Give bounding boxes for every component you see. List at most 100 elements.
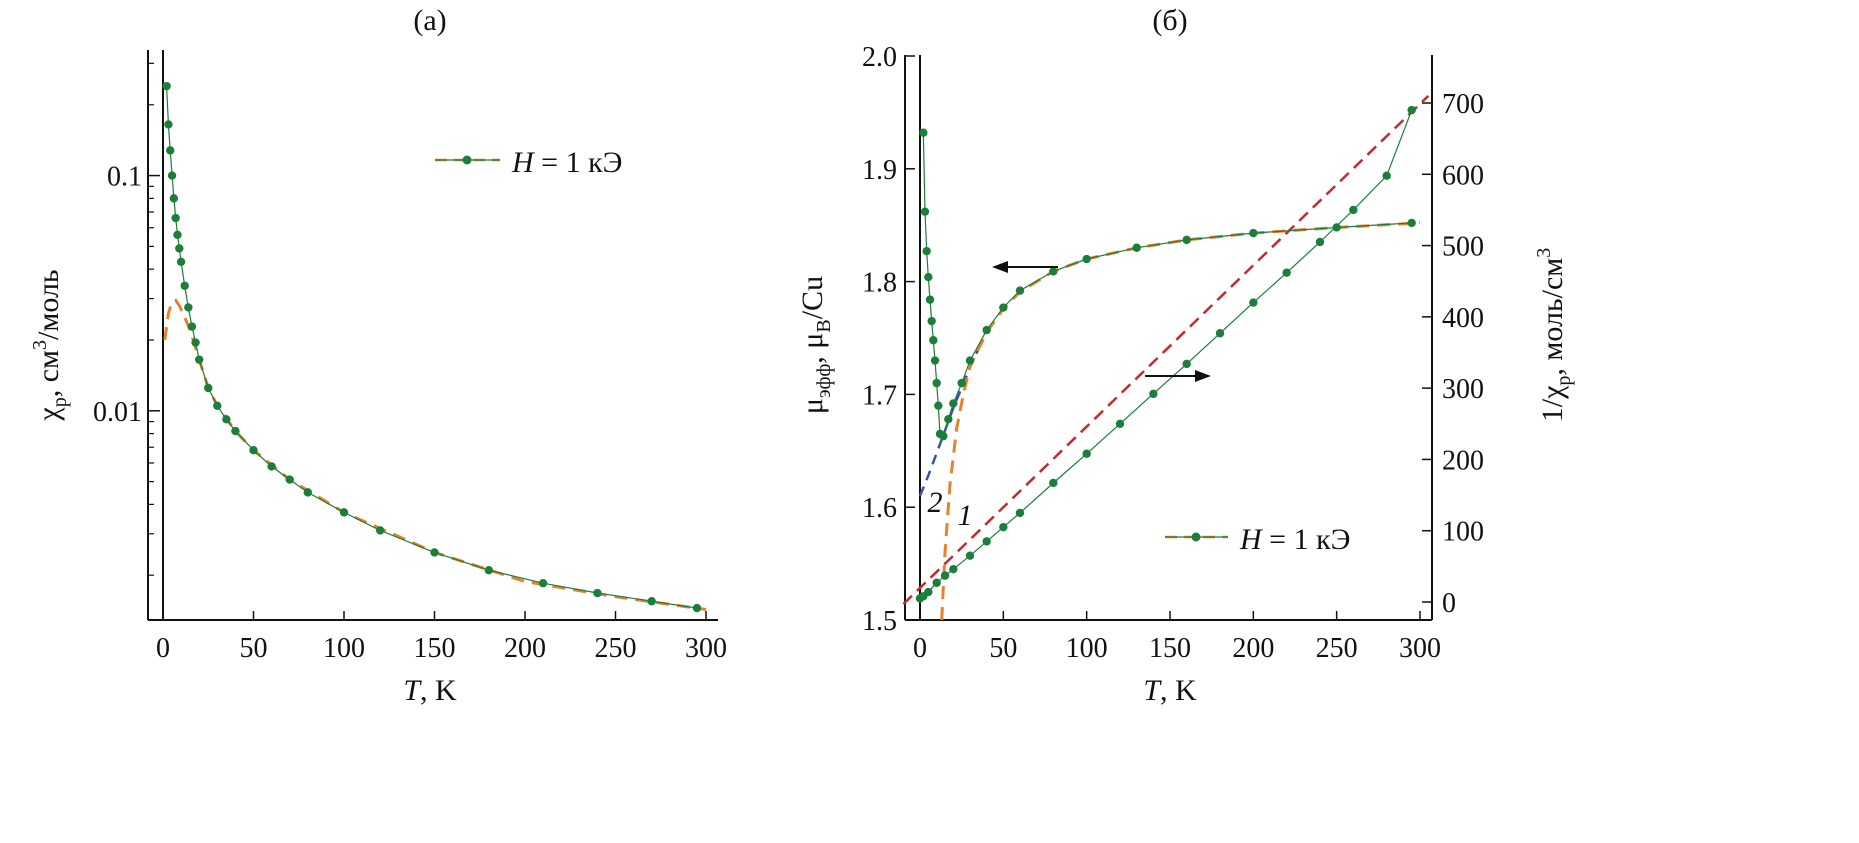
panel-b-inverse-chi-point — [924, 587, 933, 597]
panel-a-y-tick-label: 0.1 — [107, 162, 142, 193]
panel-b-mu-line — [922, 132, 1412, 438]
panel-b-inverse-chi-point — [940, 571, 950, 580]
panel-a-data-point — [195, 355, 204, 364]
panel-b-mu-point — [1015, 286, 1025, 295]
panel-a-x-tick-label: 250 — [595, 633, 637, 664]
panel-b-mu-point — [919, 128, 928, 137]
panel-b-mu-point — [999, 303, 1008, 312]
panel-b-mu-point — [1332, 223, 1341, 232]
panel-b-mu-point — [982, 325, 991, 335]
panel-b-inverse-chi-point — [1282, 268, 1291, 277]
panel-a-data-point — [180, 281, 189, 290]
panel-a-data-point — [167, 171, 177, 180]
panel-b-y-right-tick-label: 100 — [1442, 517, 1484, 548]
panel-a-y-tick-label: 0.01 — [93, 397, 142, 428]
panel-b-inverse-chi-point — [1249, 298, 1258, 307]
panel-a-ylabel: χp, см3/моль — [29, 269, 71, 421]
panel-b-ylabel-left: μэфф, μB/Cu — [796, 276, 835, 414]
panel-b-legend-text: H = 1 кЭ — [1239, 523, 1350, 556]
panel-a-legend: H = 1 кЭ — [435, 146, 622, 179]
panel-b-mu-point — [1407, 218, 1416, 228]
panel-a-legend-text: H = 1 кЭ — [511, 146, 622, 179]
panel-a-x-tick-label: 200 — [504, 633, 546, 664]
panel-b-linear-fit — [902, 95, 1430, 605]
panel-b-y-right-tick-label: 300 — [1442, 374, 1484, 405]
panel-a-data-point — [204, 383, 213, 393]
panel-b-mu-point — [930, 356, 940, 365]
panel-b-inverse-chi-point — [999, 522, 1008, 532]
legend-marker-a — [462, 155, 472, 165]
panel-b-inverse-chi-point — [949, 565, 958, 574]
panel-a-data-point — [171, 213, 180, 223]
panel-b-mu-point — [924, 272, 933, 282]
panel-a-data-point — [166, 146, 175, 155]
panel-b-inverse-chi-point — [1015, 508, 1025, 518]
panel-a-data-point — [647, 597, 656, 606]
legend-marker-b — [1191, 532, 1201, 542]
annotation-curve-2: 2 — [928, 486, 943, 519]
panel-b-x-tick-label: 0 — [913, 633, 927, 664]
panel-a-data-point — [692, 603, 702, 613]
panel-b-mu-point — [929, 336, 938, 345]
panel-b-x-tick-label: 100 — [1066, 633, 1108, 664]
panel-a-data-point — [164, 120, 173, 129]
panel-b-mu-point — [925, 295, 935, 304]
panel-b-mu-point — [927, 316, 936, 326]
panel-b-mu-point — [1082, 254, 1091, 264]
panel-b-mu-point — [920, 207, 930, 216]
panel-a-data-point — [267, 462, 276, 471]
panel-b-y-right-tick-label: 0 — [1442, 588, 1456, 619]
panel-a: 0 50 100 150 200 250 300 0.1 0.01 — [93, 50, 727, 664]
panel-b: 0 50 100 150 200 250 300 1.5 1.6 1.7 1.8 1.9 2.0 0 100… — [862, 42, 1484, 664]
panel-b-x-tick-label: 150 — [1149, 633, 1191, 664]
panel-b-inverse-chi-point — [1049, 478, 1058, 488]
panel-b-mu-point — [1182, 235, 1191, 245]
panel-b-fit-1 — [940, 221, 1421, 621]
panel-a-fit-curve — [163, 298, 707, 611]
panel-b-mu-point — [949, 399, 958, 408]
panel-a-data-point — [222, 415, 231, 424]
panel-b-y-left-tick-label: 1.6 — [862, 493, 897, 524]
panel-b-inverse-chi-point — [1182, 359, 1191, 369]
panel-b-y-right-tick-label: 200 — [1442, 445, 1484, 476]
panel-a-data-point — [175, 244, 184, 253]
panel-a-data-point — [173, 230, 182, 240]
panel-a-x-tick-label: 0 — [156, 633, 170, 664]
panel-a-x-tick-label: 100 — [323, 633, 365, 664]
annotation-curve-1: 1 — [958, 499, 973, 532]
panel-b-mu-point — [934, 401, 943, 410]
panel-b-x-tick-label: 300 — [1399, 633, 1441, 664]
panel-b-y-left-tick-label: 1.5 — [862, 606, 897, 637]
left-axis-arrow — [992, 261, 1058, 273]
panel-a-xlabel: T, K — [403, 674, 457, 707]
panel-a-x-tick-label: 150 — [414, 633, 456, 664]
right-axis-arrow — [1145, 370, 1211, 382]
panel-a-data-point — [187, 322, 197, 331]
panel-a-data-point — [162, 81, 171, 91]
panel-a-data-point — [339, 508, 349, 517]
panel-b-title: (б) — [1152, 4, 1187, 37]
panel-b-inverse-chi-point — [965, 551, 975, 560]
panel-a-data-point — [484, 566, 493, 575]
panel-b-mu-point — [922, 246, 931, 256]
panel-b-inverse-chi-point — [982, 537, 991, 546]
panel-b-legend: H = 1 кЭ — [1165, 523, 1350, 556]
panel-b-mu-point — [939, 431, 948, 441]
panel-b-ylabel-right: 1/χp, моль/см3 — [1533, 248, 1575, 423]
panel-b-inverse-chi-point — [1149, 389, 1158, 399]
panel-a-data-point — [184, 303, 193, 312]
panel-b-y-right-tick-label: 700 — [1442, 89, 1484, 120]
panel-b-mu-point — [957, 378, 966, 388]
panel-a-data-point — [376, 526, 385, 535]
panel-b-mu-point — [932, 378, 941, 388]
panel-b-x-tick-label: 250 — [1316, 633, 1358, 664]
panel-b-inverse-chi-point — [1215, 329, 1225, 338]
panel-a-data-point — [231, 426, 240, 436]
panel-b-y-left-tick-label: 1.7 — [862, 380, 897, 411]
panel-a-data-point — [169, 194, 179, 203]
panel-b-mu-point — [944, 415, 953, 424]
panel-a-data-point — [303, 488, 312, 497]
panel-b-y-right-tick-label: 600 — [1442, 160, 1484, 191]
panel-a-data-point — [430, 548, 439, 557]
